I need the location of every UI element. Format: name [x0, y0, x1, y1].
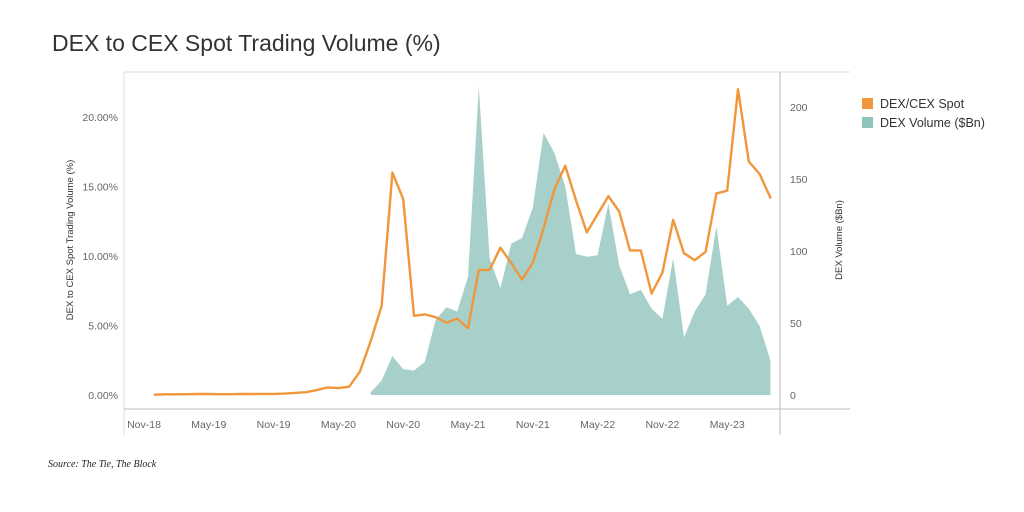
y-left-tick-label: 20.00% [82, 112, 118, 124]
legend-item-area[interactable]: DEX Volume ($Bn) [862, 113, 985, 132]
y-right-axis-title: DEX Volume ($Bn) [834, 200, 845, 280]
x-tick-label: May-22 [580, 419, 615, 431]
y-left-tick-label: 5.00% [88, 321, 118, 333]
x-tick-label: May-21 [450, 419, 485, 431]
y-right-tick-label: 150 [790, 174, 808, 186]
dex-volume-area [370, 86, 771, 396]
x-tick-label: Nov-21 [516, 419, 550, 431]
y-right-tick-label: 50 [790, 318, 802, 330]
x-tick-label: May-19 [191, 419, 226, 431]
y-left-tick-label: 10.00% [82, 251, 118, 263]
y-right-tick-label: 100 [790, 246, 808, 258]
x-tick-label: Nov-18 [127, 419, 161, 431]
legend-label-area: DEX Volume ($Bn) [880, 115, 985, 130]
source-note: Source: The Tie, The Block [48, 459, 157, 470]
y-right-tick-label: 200 [790, 102, 808, 114]
legend-swatch-line [862, 98, 873, 109]
chart-title: DEX to CEX Spot Trading Volume (%) [52, 30, 441, 56]
y-left-axis-title: DEX to CEX Spot Trading Volume (%) [65, 160, 76, 321]
legend-label-line: DEX/CEX Spot [880, 96, 965, 111]
axes-layer: 0.00% 5.00% 10.00% 15.00% 20.00% 0 50 100 150 200… [65, 71, 850, 435]
line-layer [153, 87, 772, 396]
y-left-tick-label: 0.00% [88, 390, 118, 402]
y-right-tick-label: 0 [790, 390, 796, 402]
x-tick-label: Nov-20 [386, 419, 420, 431]
x-tick-label: Nov-22 [645, 419, 679, 431]
x-tick-label: May-23 [710, 419, 745, 431]
area-layer [370, 86, 771, 396]
legend-item-line[interactable]: DEX/CEX Spot [862, 94, 985, 113]
legend: DEX/CEX Spot DEX Volume ($Bn) [862, 94, 985, 132]
x-tick-label: May-20 [321, 419, 356, 431]
dex-cex-spot-line [153, 87, 772, 396]
x-tick-label: Nov-19 [257, 419, 291, 431]
y-left-tick-label: 15.00% [82, 182, 118, 194]
legend-swatch-area [862, 117, 873, 128]
